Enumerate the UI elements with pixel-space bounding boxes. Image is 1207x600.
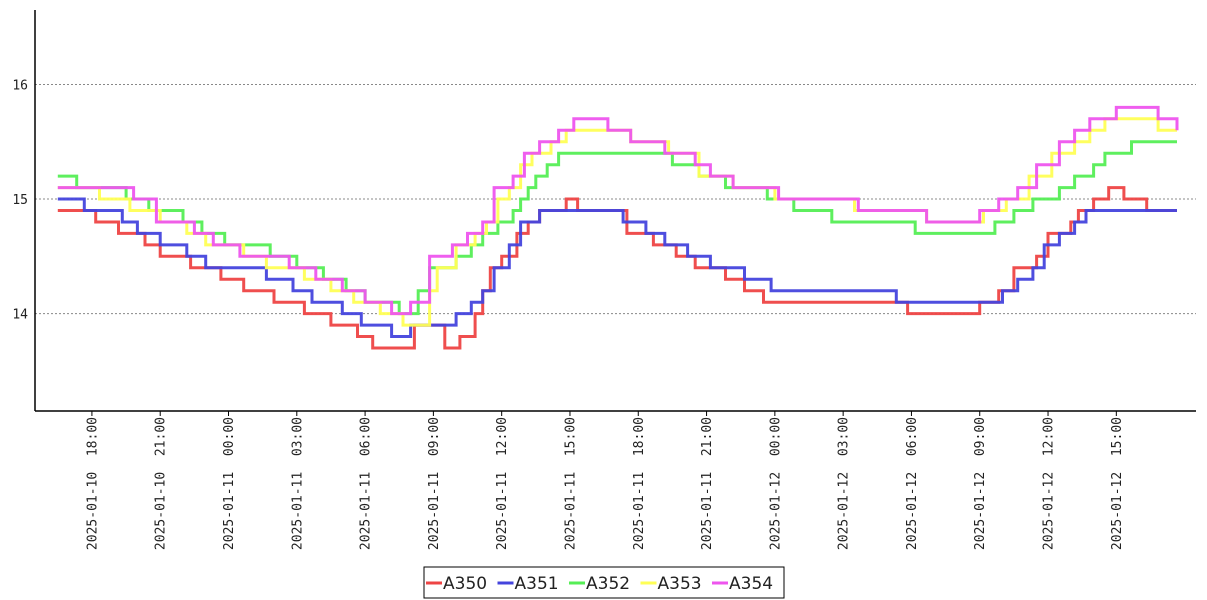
x-tick-label: 2025-01-11 15:00 bbox=[563, 417, 578, 550]
x-tick-label: 2025-01-11 06:00 bbox=[359, 417, 374, 550]
x-tick-label: 2025-01-12 15:00 bbox=[1110, 417, 1125, 550]
legend: A350 A351 A352 A353 A354 bbox=[423, 566, 785, 599]
series-layer bbox=[57, 105, 1179, 350]
x-tick-label: 2025-01-12 03:00 bbox=[837, 417, 852, 550]
x-tick-label: 2025-01-12 06:00 bbox=[905, 417, 920, 550]
x-tick-label: 2025-01-11 03:00 bbox=[290, 417, 305, 550]
legend-label-a352: A352 bbox=[586, 574, 630, 594]
x-tick-label: 2025-01-12 12:00 bbox=[1042, 417, 1057, 550]
y-tick-label: 16 bbox=[12, 78, 28, 93]
legend-label-a351: A351 bbox=[515, 574, 559, 594]
x-tick-label: 2025-01-11 21:00 bbox=[700, 417, 715, 550]
x-tick-label: 2025-01-10 18:00 bbox=[85, 417, 100, 550]
x-tick-label: 2025-01-11 09:00 bbox=[427, 417, 442, 550]
x-tick-label: 2025-01-12 00:00 bbox=[768, 417, 783, 550]
x-axis-ticks: 2025-01-10 18:00 2025-01-10 21:00 2025-01-… bbox=[85, 411, 1125, 550]
x-tick-label: 2025-01-11 00:00 bbox=[222, 417, 237, 550]
grid-lines bbox=[35, 83, 1196, 315]
legend-label-a354: A354 bbox=[729, 574, 773, 594]
y-axis-ticks: 14 15 16 bbox=[12, 78, 28, 322]
y-tick-label: 14 bbox=[12, 308, 28, 323]
y-tick-label: 15 bbox=[12, 193, 28, 208]
series-line-a354 bbox=[57, 105, 1179, 316]
legend-label-a353: A353 bbox=[658, 574, 702, 594]
x-tick-label: 2025-01-11 18:00 bbox=[632, 417, 647, 550]
legend-label-a350: A350 bbox=[443, 574, 487, 594]
x-tick-label: 2025-01-10 21:00 bbox=[154, 417, 169, 550]
x-tick-label: 2025-01-11 12:00 bbox=[495, 417, 510, 550]
series-line-a351 bbox=[57, 197, 1177, 338]
x-tick-label: 2025-01-12 09:00 bbox=[973, 417, 988, 550]
series-line-a352 bbox=[57, 140, 1177, 316]
